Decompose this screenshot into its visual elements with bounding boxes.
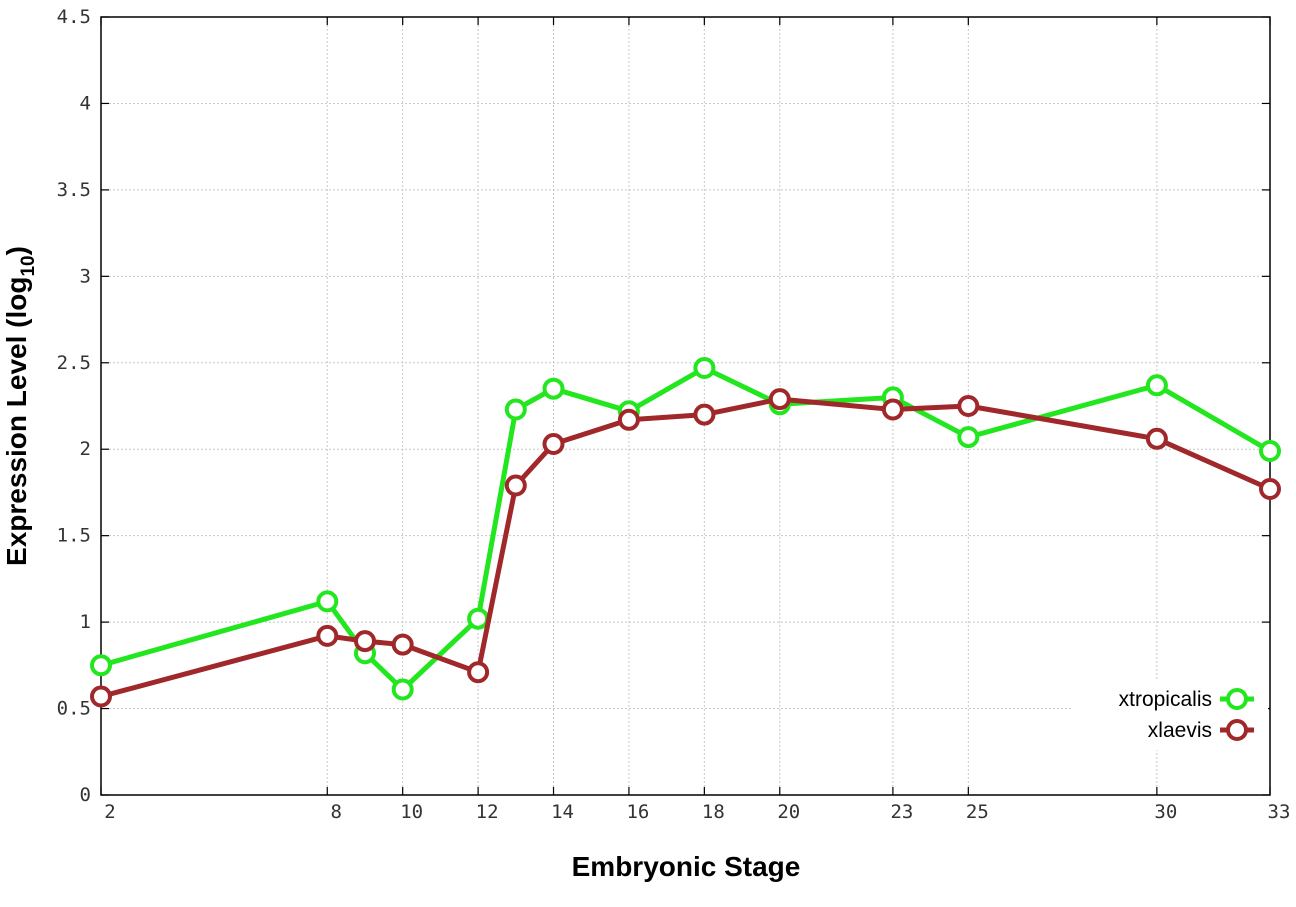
x-tick-label: 8 [331, 801, 342, 823]
x-tick-label: 18 [702, 801, 725, 823]
y-tick-label: 2 [80, 438, 91, 460]
data-point-xlaevis [1259, 478, 1281, 500]
data-point-xlaevis [504, 474, 527, 497]
data-point-xtropicalis [1259, 440, 1281, 462]
series-xtropicalis [90, 357, 1281, 701]
y-tick-label: 0.5 [57, 698, 91, 720]
y-tick-label: 3.5 [57, 179, 91, 201]
x-tick-label: 14 [551, 801, 574, 823]
y-tick-label: 4.5 [57, 6, 91, 28]
data-point-xlaevis [467, 661, 490, 684]
y-tick-label: 4 [80, 92, 91, 114]
data-point-xtropicalis [693, 357, 716, 379]
x-tick-label: 12 [476, 801, 499, 823]
grid [101, 17, 1270, 795]
data-point-xtropicalis [957, 426, 980, 449]
data-point-xtropicalis [467, 607, 490, 630]
data-point-xtropicalis [542, 377, 565, 400]
data-point-xlaevis [90, 685, 112, 708]
legend-item-xtropicalis: xtropicalis [1119, 688, 1254, 711]
y-axis-title: Expression Level (log10) [1, 246, 39, 566]
legend-label: xlaevis [1148, 719, 1212, 742]
x-tick-label: 16 [626, 801, 649, 823]
data-point-xtropicalis [504, 398, 527, 421]
x-tick-label: 33 [1268, 801, 1291, 823]
data-point-xlaevis [1145, 427, 1168, 450]
legend-swatch-marker [1226, 688, 1248, 710]
y-axis-title-subscript: 10 [18, 255, 39, 276]
plot-frame [100, 16, 1271, 796]
data-point-xlaevis [542, 433, 565, 455]
axis-ticks: 0 0.5 1 1.5 2 2.5 3 3.5 4 4.5 2 8 10 12 14 16 18 20 23 25 30… [57, 6, 1291, 823]
data-point-xlaevis [768, 388, 791, 411]
x-tick-label: 23 [890, 801, 913, 823]
x-tick-label: 2 [104, 801, 115, 823]
data-point-xlaevis [617, 408, 640, 431]
series-layer [90, 357, 1281, 708]
legend-label: xtropicalis [1119, 688, 1212, 711]
data-point-xlaevis [881, 398, 904, 421]
y-axis-title-main: Expression Level (log [1, 277, 32, 566]
data-point-xlaevis [391, 633, 414, 656]
legend-swatch-marker [1226, 719, 1248, 741]
x-tick-label: 10 [400, 801, 423, 823]
series-xlaevis [90, 388, 1281, 708]
legend: xtropicalis xlaevis [1072, 680, 1268, 750]
data-point-xlaevis [693, 403, 716, 426]
x-tick-label: 25 [966, 801, 989, 823]
series-line-xlaevis [100, 396, 1272, 699]
data-point-xtropicalis [1145, 374, 1168, 397]
x-axis-title: Embryonic Stage [572, 851, 801, 882]
data-point-xlaevis [316, 624, 339, 647]
y-axis-title-close: ) [1, 246, 32, 255]
y-tick-label: 1 [80, 611, 91, 633]
legend-item-xlaevis: xlaevis [1148, 719, 1254, 742]
y-tick-label: 0 [80, 784, 91, 806]
x-tick-label: 20 [777, 801, 800, 823]
data-point-xlaevis [354, 630, 376, 653]
data-point-xtropicalis [391, 678, 414, 701]
y-tick-label: 3 [80, 265, 91, 287]
data-point-xtropicalis [316, 590, 339, 613]
data-point-xlaevis [957, 395, 980, 417]
data-point-xtropicalis [90, 654, 112, 677]
y-tick-label: 1.5 [57, 525, 91, 547]
y-tick-label: 2.5 [57, 352, 91, 374]
x-tick-label: 30 [1154, 801, 1177, 823]
